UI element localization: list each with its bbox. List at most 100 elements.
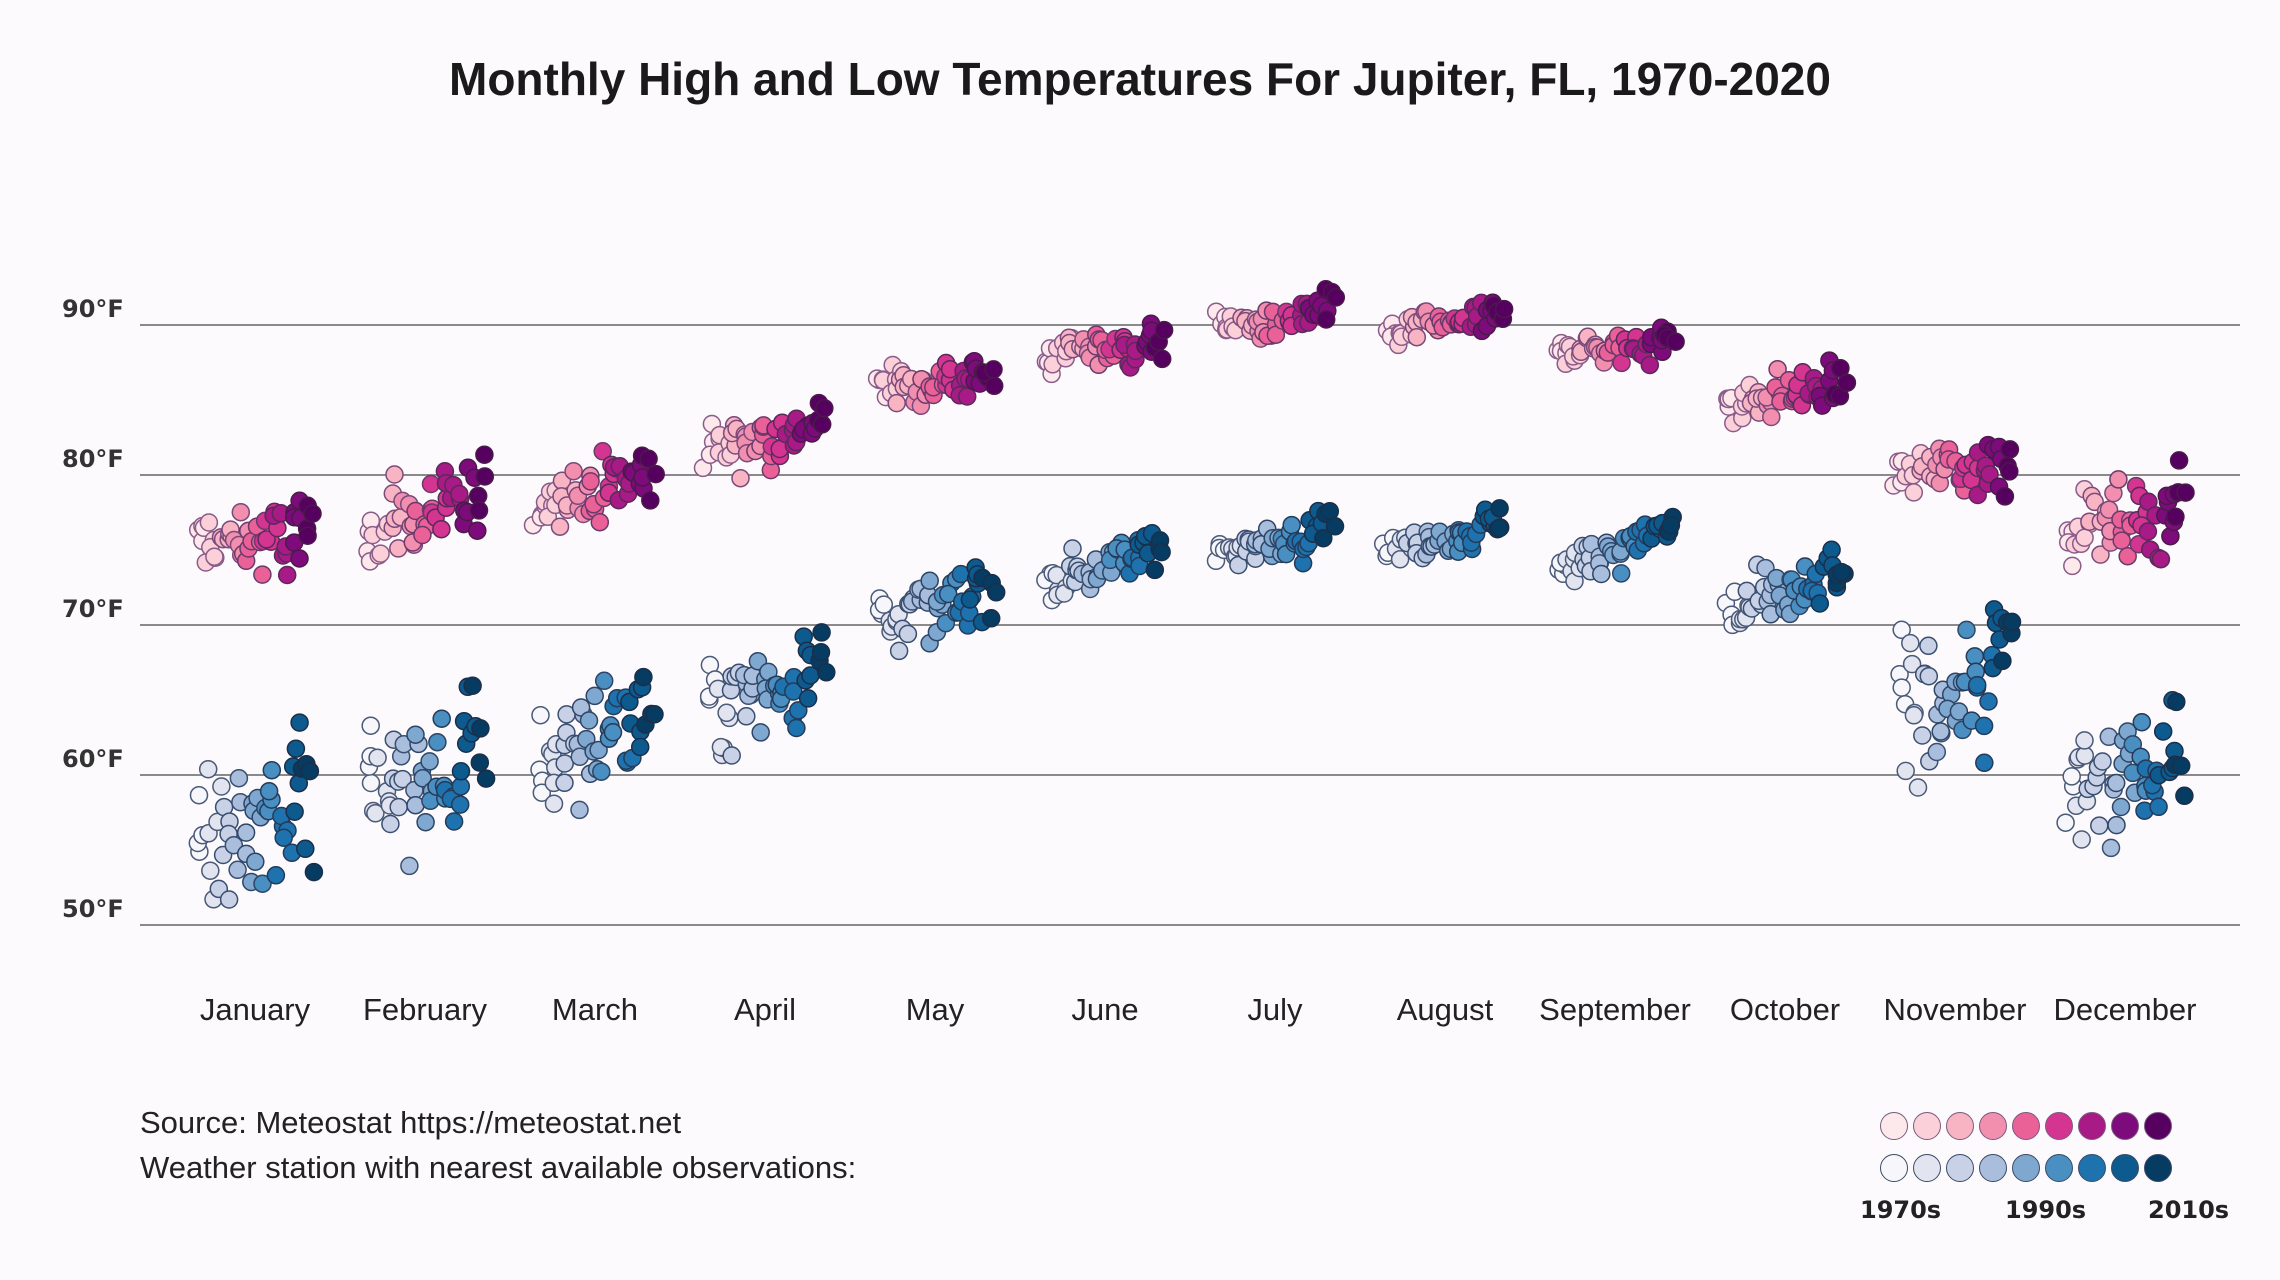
low-temp-point: [555, 754, 574, 773]
low-temp-point: [2002, 612, 2022, 632]
y-tick-label: 60°F: [62, 745, 124, 773]
legend-low-swatches: [1880, 1154, 2220, 1182]
high-temp-point: [1666, 332, 1685, 351]
low-temp-point: [594, 671, 614, 691]
high-temp-point: [593, 442, 612, 461]
low-temp-point: [212, 777, 231, 796]
high-temp-point: [581, 472, 600, 491]
high-temp-point: [590, 512, 610, 532]
low-temp-point: [290, 713, 309, 732]
low-temp-point: [266, 866, 286, 885]
scatter-plot: 50°F 60°F 70°F 80°F 90°F January February Marc…: [62, 280, 2240, 1027]
high-temp-point: [2118, 546, 2137, 566]
low-temp-point: [463, 676, 482, 695]
gridlines: [140, 324, 2240, 926]
x-axis-month-labels: January February March April May June July Augu…: [200, 992, 2197, 1027]
legend-low-swatch: [2045, 1154, 2073, 1182]
high-temp-point: [2000, 462, 2019, 481]
high-temp-point: [413, 525, 432, 545]
high-temp-point: [646, 464, 665, 484]
low-temp-point: [2175, 786, 2194, 806]
low-temp-point: [531, 705, 550, 725]
low-temp-point: [2075, 746, 2095, 765]
low-temp-point: [1967, 675, 1987, 695]
high-temp-point: [639, 449, 658, 469]
low-temp-point: [920, 571, 939, 590]
legend-high-swatch: [1946, 1112, 1974, 1140]
high-temp-point: [1980, 465, 1999, 484]
low-temp-point: [2093, 752, 2112, 771]
high-temp-point: [298, 526, 317, 545]
legend-label-1990s: 1990s: [2005, 1196, 2087, 1224]
legend-low-swatch: [2144, 1154, 2172, 1182]
low-temp-point: [1927, 742, 1947, 762]
low-temp-point: [1229, 555, 1248, 575]
low-temp-point: [532, 783, 552, 802]
high-temp-point: [815, 398, 834, 418]
low-temp-point: [1282, 515, 1301, 535]
high-temp-point: [475, 467, 495, 486]
chart-title: Monthly High and Low Temperatures For Ju…: [449, 53, 1831, 105]
low-temp-point: [219, 890, 239, 909]
low-temp-point: [2107, 815, 2126, 835]
high-temp-point: [2091, 545, 2110, 564]
low-temp-point: [801, 666, 820, 685]
high-temp-point: [303, 504, 322, 523]
low-temp-point: [751, 723, 770, 742]
low-temp-point: [620, 692, 639, 712]
legend-high-swatch: [1913, 1112, 1941, 1140]
y-tick-label: 50°F: [62, 895, 124, 923]
high-temp-point: [469, 501, 489, 520]
high-temp-point: [385, 465, 404, 484]
low-temp-point: [1896, 761, 1915, 781]
low-temp-point: [2111, 797, 2131, 817]
high-temp-point: [2000, 440, 2020, 459]
high-temp-point: [205, 547, 224, 566]
legend-labels: 1970s 1990s 2010s: [1860, 1196, 2229, 1226]
decade-legend: 1970s 1990s 2010s: [1860, 1112, 2229, 1226]
high-temp-point: [2075, 528, 2094, 547]
low-temp-point: [236, 823, 256, 842]
high-temp-point: [1316, 310, 1336, 329]
low-temp-point: [262, 760, 282, 780]
legend-low-swatch: [2078, 1154, 2106, 1182]
low-temp-point: [1913, 726, 1932, 745]
high-temp-point: [371, 544, 390, 563]
high-temp-point: [2063, 556, 2082, 576]
legend-low-swatch: [1979, 1154, 2007, 1182]
low-temp-point: [787, 718, 806, 738]
high-temp-point: [812, 415, 832, 434]
low-temp-point: [1919, 666, 1939, 686]
high-temp-point: [1904, 483, 1924, 502]
source-note: Source: Meteostat https://meteostat.net …: [140, 1100, 856, 1190]
low-temp-point: [555, 773, 574, 793]
high-temp-point: [984, 360, 1003, 379]
low-temp-point: [889, 641, 909, 661]
low-temp-point: [413, 769, 432, 788]
low-temp-point: [1490, 518, 1509, 538]
low-temp-point: [798, 689, 818, 708]
low-temp-point: [717, 703, 736, 723]
high-temp-point: [277, 565, 297, 585]
low-temp-point: [2056, 813, 2075, 832]
low-temp-point: [246, 852, 265, 871]
low-temp-point: [1152, 542, 1171, 562]
low-temp-point: [1592, 564, 1611, 584]
high-temperature-points: [188, 280, 2195, 585]
low-temp-point: [722, 746, 741, 765]
legend-high-swatch: [2111, 1112, 2139, 1140]
low-temp-point: [361, 716, 380, 735]
low-temp-point: [2062, 767, 2081, 786]
low-temp-point: [817, 663, 836, 682]
low-temp-point: [645, 705, 664, 724]
low-temp-point: [812, 623, 831, 642]
low-temp-point: [1822, 540, 1841, 560]
low-temp-point: [874, 595, 894, 614]
x-tick-label: July: [1247, 992, 1303, 1027]
x-tick-label: March: [552, 992, 638, 1027]
low-temp-point: [285, 802, 304, 821]
low-temp-point: [1974, 716, 1994, 736]
low-temp-point: [634, 667, 653, 687]
low-temp-point: [2167, 692, 2186, 712]
low-temp-point: [2075, 731, 2094, 750]
